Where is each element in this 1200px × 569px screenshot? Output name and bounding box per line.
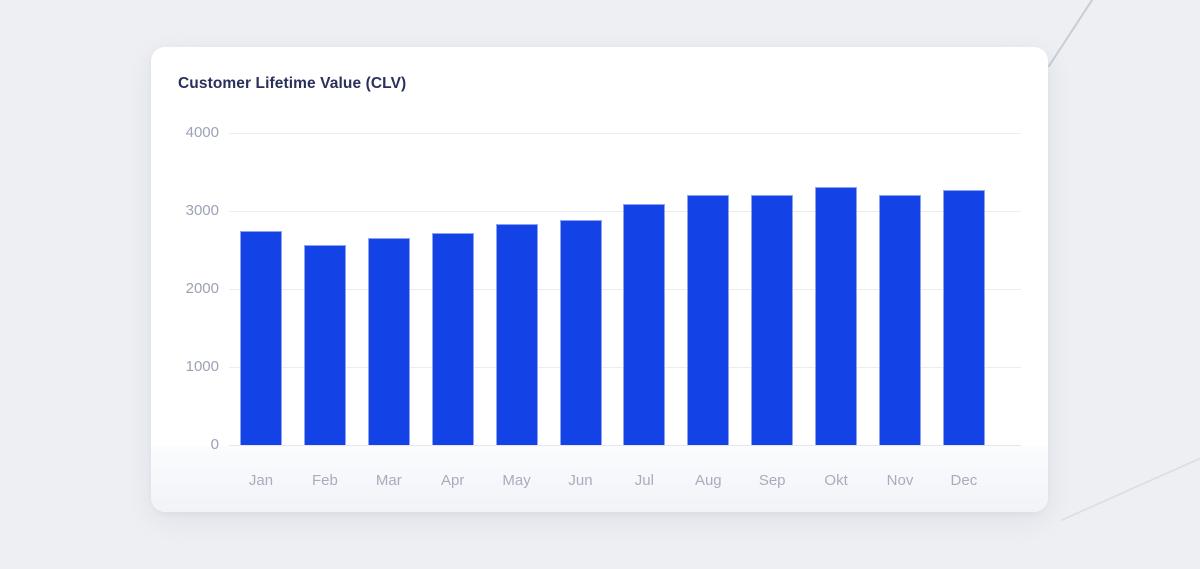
x-axis-label-okt: Okt: [824, 472, 848, 489]
x-axis-label-nov: Nov: [886, 472, 914, 489]
x-axis-label-mar: Mar: [375, 472, 402, 489]
decorative-line-top-right-icon: [1048, 0, 1094, 67]
bar-sep[interactable]: [751, 195, 794, 445]
y-axis-label-1000: 1000: [185, 358, 219, 375]
x-axis-strip: [151, 446, 1048, 512]
bar-chart-plot-area: 0 1000 2000 3000 4000 Jan Feb Mar Apr May Jun Jul Au…: [186, 124, 1021, 489]
x-axis-label-sep: Sep: [758, 472, 786, 489]
x-axis-label-aug: Aug: [694, 472, 722, 489]
bar-jul[interactable]: [623, 203, 666, 445]
bar-aug[interactable]: [687, 194, 730, 445]
y-axis-label-3000: 3000: [185, 202, 219, 219]
x-axis-label-apr: Apr: [441, 472, 465, 489]
gridline-0: [229, 444, 1021, 446]
bar-jan[interactable]: [240, 231, 282, 445]
bar-may[interactable]: [495, 224, 538, 445]
bar-feb[interactable]: [303, 245, 346, 445]
y-axis-label-2000: 2000: [185, 280, 219, 297]
bar-dec[interactable]: [942, 189, 985, 445]
x-axis-label-feb: Feb: [311, 472, 338, 489]
chart-title: Customer Lifetime Value (CLV): [178, 75, 407, 92]
bar-apr[interactable]: [431, 232, 474, 445]
bar-okt[interactable]: [815, 186, 858, 445]
x-axis-label-jan: Jan: [248, 472, 274, 489]
bar-jun[interactable]: [559, 220, 602, 445]
decorative-line-bottom-right-icon: [1061, 457, 1200, 521]
x-axis-label-jul: Jul: [634, 472, 654, 489]
x-axis-label-may: May: [502, 472, 531, 489]
y-axis-label-4000: 4000: [185, 124, 219, 141]
gridline-4000: [229, 132, 1021, 134]
x-axis-label-dec: Dec: [950, 472, 978, 489]
x-axis-label-jun: Jun: [568, 472, 593, 489]
y-axis-label-0: 0: [210, 436, 219, 453]
bar-mar[interactable]: [367, 238, 410, 445]
clv-chart-card: Customer Lifetime Value (CLV) 0 1000 2000 3…: [151, 47, 1048, 512]
bar-nov[interactable]: [879, 195, 921, 445]
